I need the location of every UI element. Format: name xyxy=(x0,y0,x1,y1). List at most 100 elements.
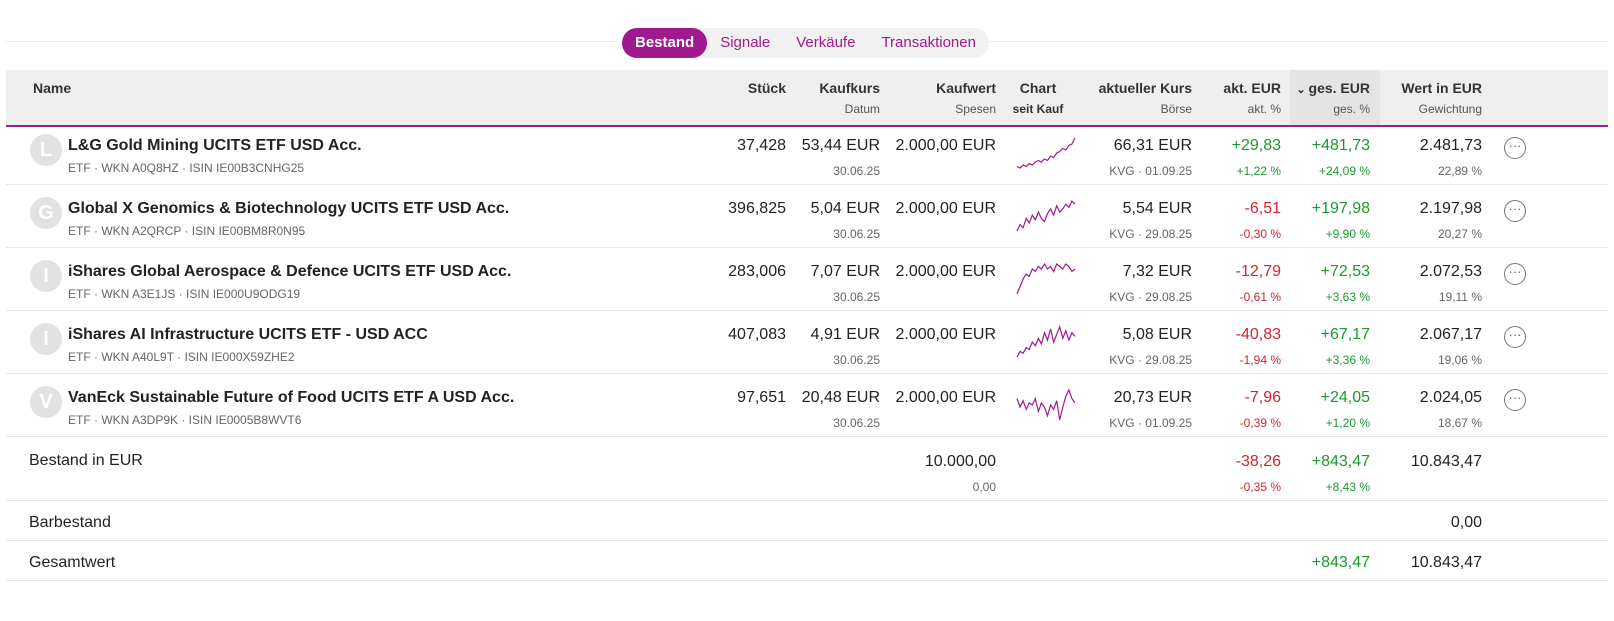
sparkline-line xyxy=(1016,137,1076,169)
ges-pct-value: +9,90 % xyxy=(1325,227,1370,241)
boerse-value: KVG · 01.09.25 xyxy=(1109,416,1192,430)
sparkline-line xyxy=(1016,262,1076,295)
header-name[interactable]: Name xyxy=(33,80,72,96)
kaufkurs-value: 4,91 EUR xyxy=(810,326,880,343)
header-wert[interactable]: Wert in EUR Gewichtung xyxy=(1401,80,1482,116)
wert-value: 2.024,05 xyxy=(1419,389,1482,406)
kaufdatum-value: 30.06.25 xyxy=(833,353,880,367)
fund-avatar: I xyxy=(30,323,62,355)
sparkline-chart[interactable] xyxy=(1016,132,1076,172)
gewichtung-value: 20,27 % xyxy=(1437,227,1482,241)
kaufwert-value: 2.000,00 EUR xyxy=(895,389,996,406)
fund-name[interactable]: L&G Gold Mining UCITS ETF USD Acc. xyxy=(68,137,362,154)
chevron-down-icon: ⌄ xyxy=(1296,84,1306,96)
stueck-value: 407,083 xyxy=(728,326,786,343)
sparkline-chart[interactable] xyxy=(1016,195,1076,235)
more-options-icon[interactable]: ··· xyxy=(1504,137,1526,159)
stueck-value: 97,651 xyxy=(737,389,786,406)
header-kaufkurs[interactable]: Kaufkurs Datum xyxy=(819,80,880,116)
ges-pct-value: +1,20 % xyxy=(1325,416,1370,430)
kaufkurs-value: 53,44 EUR xyxy=(801,137,880,154)
sparkline-line xyxy=(1016,388,1076,421)
fund-name[interactable]: iShares AI Infrastructure UCITS ETF - US… xyxy=(68,326,428,343)
fund-avatar: L xyxy=(30,134,62,166)
akt-eur-value: -6,51 xyxy=(1244,200,1281,217)
sparkline-chart[interactable] xyxy=(1016,321,1076,361)
table-row[interactable]: L L&G Gold Mining UCITS ETF USD Acc. ETF… xyxy=(6,122,1608,185)
summary-wert: 10.843,47 xyxy=(1410,453,1482,470)
kaufwert-value: 2.000,00 EUR xyxy=(895,137,996,154)
boerse-value: KVG · 29.08.25 xyxy=(1109,227,1192,241)
sparkline-line xyxy=(1016,199,1076,232)
gewichtung-value: 19,11 % xyxy=(1438,290,1482,304)
summary-kaufwert: 10.000,00 xyxy=(924,453,996,470)
header-chart[interactable]: Chart seit Kauf xyxy=(1012,80,1064,116)
kaufwert-value: 2.000,00 EUR xyxy=(895,326,996,343)
ges-pct-value: +3,63 % xyxy=(1325,290,1370,304)
sparkline-chart[interactable] xyxy=(1016,384,1076,424)
fund-name[interactable]: VanEck Sustainable Future of Food UCITS … xyxy=(68,389,515,406)
wert-value: 2.197,98 xyxy=(1419,200,1482,217)
aktueller-kurs-value: 7,32 EUR xyxy=(1122,263,1192,280)
aktueller-kurs-value: 5,54 EUR xyxy=(1122,200,1192,217)
boerse-value: KVG · 29.08.25 xyxy=(1109,353,1192,367)
fund-avatar: I xyxy=(30,260,62,292)
header-aktueller-kurs[interactable]: aktueller Kurs Börse xyxy=(1098,80,1192,116)
akt-pct-value: -0,39 % xyxy=(1239,416,1281,430)
kaufdatum-value: 30.06.25 xyxy=(833,164,880,178)
aktueller-kurs-value: 5,08 EUR xyxy=(1122,326,1192,343)
summary-spesen: 0,00 xyxy=(972,480,996,494)
kaufdatum-value: 30.06.25 xyxy=(833,416,880,430)
table-row[interactable]: G Global X Genomics & Biotechnology UCIT… xyxy=(6,185,1608,248)
tab-transaktionen[interactable]: Transaktionen xyxy=(881,34,976,51)
akt-pct-value: +1,22 % xyxy=(1236,164,1281,178)
akt-pct-value: -0,30 % xyxy=(1239,227,1281,241)
header-ges-eur[interactable]: ⌄ ges. EUR ges. % xyxy=(1296,80,1370,116)
summary-akt-pct: -0,35 % xyxy=(1239,480,1281,494)
sparkline-chart[interactable] xyxy=(1016,258,1076,298)
table-header: Name Stück Kaufkurs Datum Kaufwert Spese… xyxy=(6,70,1608,127)
header-stueck[interactable]: Stück xyxy=(747,80,786,96)
fund-identifiers: ETF · WKN A0Q8HZ · ISIN IE00B3CNHG25 xyxy=(68,161,305,175)
gesamt-ges-eur: +843,47 xyxy=(1311,554,1370,571)
kaufwert-value: 2.000,00 EUR xyxy=(895,263,996,280)
gewichtung-value: 18,67 % xyxy=(1437,416,1482,430)
more-options-icon[interactable]: ··· xyxy=(1504,389,1526,411)
more-options-icon[interactable]: ··· xyxy=(1504,200,1526,222)
aktueller-kurs-value: 20,73 EUR xyxy=(1113,389,1192,406)
akt-eur-value: +29,83 xyxy=(1231,137,1281,154)
wert-value: 2.072,53 xyxy=(1419,263,1482,280)
fund-name[interactable]: Global X Genomics & Biotechnology UCITS … xyxy=(68,200,510,217)
stueck-value: 37,428 xyxy=(737,137,786,154)
table-row[interactable]: V VanEck Sustainable Future of Food UCIT… xyxy=(6,374,1608,437)
akt-pct-value: -0,61 % xyxy=(1239,290,1281,304)
header-akt-eur[interactable]: akt. EUR akt. % xyxy=(1223,80,1281,116)
more-options-icon[interactable]: ··· xyxy=(1504,326,1526,348)
table-row[interactable]: I iShares Global Aerospace & Defence UCI… xyxy=(6,248,1608,311)
tab-verkaeufe[interactable]: Verkäufe xyxy=(796,34,856,51)
kaufkurs-value: 20,48 EUR xyxy=(801,389,880,406)
fund-identifiers: ETF · WKN A3DP9K · ISIN IE0005B8WVT6 xyxy=(68,413,302,427)
tab-signale[interactable]: Signale xyxy=(720,34,771,51)
stueck-value: 283,006 xyxy=(728,263,786,280)
header-kaufwert[interactable]: Kaufwert Spesen xyxy=(936,80,996,116)
more-options-icon[interactable]: ··· xyxy=(1504,263,1526,285)
ges-pct-value: +3,36 % xyxy=(1325,353,1370,367)
tab-bestand[interactable]: Bestand xyxy=(622,28,708,58)
gewichtung-value: 19,06 % xyxy=(1437,353,1482,367)
fund-avatar: V xyxy=(30,386,62,418)
fund-identifiers: ETF · WKN A40L9T · ISIN IE000X59ZHE2 xyxy=(68,350,295,364)
ges-eur-value: +481,73 xyxy=(1311,137,1370,154)
kaufkurs-value: 5,04 EUR xyxy=(810,200,880,217)
stueck-value: 396,825 xyxy=(728,200,786,217)
summary-barbestand-row: Barbestand 0,00 xyxy=(6,501,1608,541)
table-row[interactable]: I iShares AI Infrastructure UCITS ETF - … xyxy=(6,311,1608,374)
fund-name[interactable]: iShares Global Aerospace & Defence UCITS… xyxy=(68,263,512,280)
sparkline-line xyxy=(1016,325,1076,358)
sorted-column-highlight xyxy=(1290,70,1380,125)
kaufwert-value: 2.000,00 EUR xyxy=(895,200,996,217)
akt-eur-value: -40,83 xyxy=(1235,326,1281,343)
boerse-value: KVG · 01.09.25 xyxy=(1109,164,1192,178)
wert-value: 2.067,17 xyxy=(1419,326,1482,343)
view-tabs: Bestand Signale Verkäufe Transaktionen xyxy=(622,28,989,58)
